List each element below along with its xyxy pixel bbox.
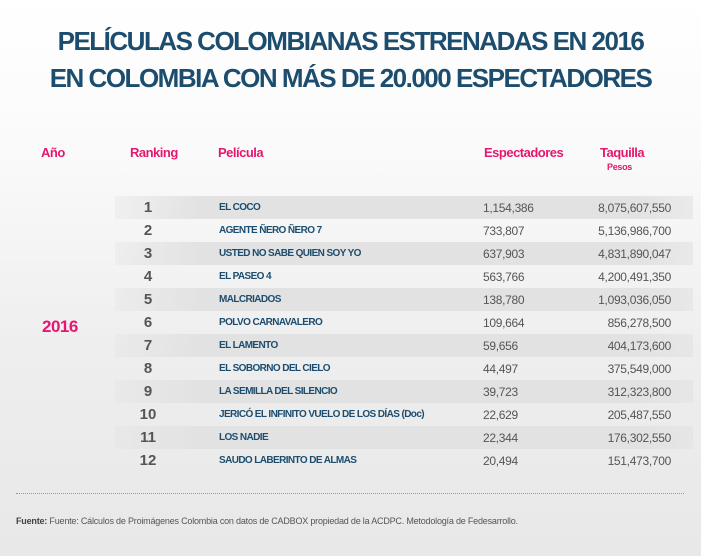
table-row: 10 JERICÓ EL INFINITO VUELO DE LOS DÍAS (… bbox=[115, 403, 693, 426]
table-row: 12 SAUDO LABERINTO DE ALMAS 20,494 151,473,… bbox=[115, 449, 693, 472]
cell-viewers: 138,780 bbox=[483, 293, 525, 307]
table-row: 5 MALCRIADOS 138,780 1,093,036,050 bbox=[115, 288, 693, 311]
header-ranking: Ranking bbox=[130, 145, 178, 160]
cell-viewers: 22,344 bbox=[483, 431, 518, 445]
cell-rank: 2 bbox=[143, 222, 153, 239]
cell-boxoffice: 4,831,890,047 bbox=[598, 247, 671, 261]
cell-movie: POLVO CARNAVALERO bbox=[219, 317, 323, 328]
table-row: 7 EL LAMENTO 59,656 404,173,600 bbox=[115, 334, 693, 357]
cell-rank: 4 bbox=[143, 268, 153, 285]
table-row: 9 LA SEMILLA DEL SILENCIO 39,723 312,323,80… bbox=[115, 380, 693, 403]
table-row: 2 AGENTE ÑERO ÑERO 7 733,807 5,136,986,700 bbox=[115, 219, 693, 242]
cell-rank: 8 bbox=[143, 360, 153, 377]
header-year: Año bbox=[41, 145, 65, 160]
source-text: Fuente: Cálculos de Proimágenes Colombia… bbox=[49, 516, 518, 526]
cell-viewers: 733,807 bbox=[483, 224, 525, 238]
cell-movie: EL SOBORNO DEL CIELO bbox=[219, 363, 331, 374]
cell-rank: 12 bbox=[139, 452, 157, 469]
cell-boxoffice: 205,487,550 bbox=[607, 408, 672, 422]
cell-movie: SAUDO LABERINTO DE ALMAS bbox=[219, 455, 357, 466]
cell-viewers: 22,629 bbox=[483, 408, 518, 422]
cell-rank: 9 bbox=[143, 383, 153, 400]
cell-movie: JERICÓ EL INFINITO VUELO DE LOS DÍAS (Do… bbox=[219, 409, 425, 420]
table-row: 4 EL PASEO 4 563,766 4,200,491,350 bbox=[115, 265, 693, 288]
cell-movie: EL PASEO 4 bbox=[219, 271, 272, 282]
cell-boxoffice: 856,278,500 bbox=[607, 316, 672, 330]
header-boxoffice: Taquilla bbox=[600, 145, 645, 160]
cell-rank: 10 bbox=[139, 406, 157, 423]
table-row: 1 EL COCO 1,154,386 8,075,607,550 bbox=[115, 196, 693, 219]
cell-rank: 7 bbox=[143, 337, 153, 354]
cell-viewers: 109,664 bbox=[483, 316, 525, 330]
title-line-1: PELÍCULAS COLOMBIANAS ESTRENADAS EN 2016 bbox=[57, 26, 645, 56]
cell-viewers: 39,723 bbox=[483, 385, 518, 399]
cell-boxoffice: 151,473,700 bbox=[607, 454, 672, 468]
cell-boxoffice: 8,075,607,550 bbox=[598, 201, 671, 215]
cell-rank: 6 bbox=[143, 314, 153, 331]
cell-movie: MALCRIADOS bbox=[219, 294, 281, 305]
cell-viewers: 637,903 bbox=[483, 247, 525, 261]
cell-rank: 3 bbox=[143, 245, 153, 262]
cell-boxoffice: 375,549,000 bbox=[607, 362, 672, 376]
table-row: 11 LOS NADIE 22,344 176,302,550 bbox=[115, 426, 693, 449]
cell-rank: 5 bbox=[143, 291, 153, 308]
cell-boxoffice: 312,323,800 bbox=[607, 385, 672, 399]
cell-movie: EL COCO bbox=[219, 202, 261, 213]
cell-movie: LOS NADIE bbox=[219, 432, 269, 443]
table-row: 6 POLVO CARNAVALERO 109,664 856,278,500 bbox=[115, 311, 693, 334]
divider bbox=[16, 493, 684, 494]
cell-movie: LA SEMILLA DEL SILENCIO bbox=[219, 386, 338, 397]
table-row: 8 EL SOBORNO DEL CIELO 44,497 375,549,000 bbox=[115, 357, 693, 380]
cell-movie: AGENTE ÑERO ÑERO 7 bbox=[219, 225, 322, 236]
header-movie: Película bbox=[218, 145, 264, 160]
cell-boxoffice: 5,136,986,700 bbox=[598, 224, 671, 238]
table-row: 3 USTED NO SABE QUIEN SOY YO 637,903 4,831,… bbox=[115, 242, 693, 265]
cell-viewers: 44,497 bbox=[483, 362, 518, 376]
cell-movie: USTED NO SABE QUIEN SOY YO bbox=[219, 248, 361, 259]
cell-rank: 11 bbox=[140, 429, 156, 446]
cell-boxoffice: 1,093,036,050 bbox=[598, 293, 671, 307]
source-label: Fuente: bbox=[16, 516, 48, 526]
title-line-2: EN COLOMBIA CON MÁS DE 20.000 ESPECTADOR… bbox=[49, 63, 653, 93]
cell-viewers: 563,766 bbox=[483, 270, 525, 284]
header-viewers: Espectadores bbox=[484, 145, 564, 160]
cell-viewers: 20,494 bbox=[483, 454, 518, 468]
cell-boxoffice: 176,302,550 bbox=[607, 431, 672, 445]
cell-boxoffice: 404,173,600 bbox=[607, 339, 672, 353]
year-label: 2016 bbox=[42, 317, 78, 336]
header-boxoffice-unit: Pesos bbox=[607, 162, 633, 172]
source-note: Fuente: Fuente: Cálculos de Proimágenes … bbox=[16, 516, 686, 526]
cell-viewers: 59,656 bbox=[483, 339, 518, 353]
cell-rank: 1 bbox=[143, 199, 153, 216]
cell-viewers: 1,154,386 bbox=[483, 201, 534, 215]
cell-movie: EL LAMENTO bbox=[219, 340, 278, 351]
cell-boxoffice: 4,200,491,350 bbox=[598, 270, 671, 284]
